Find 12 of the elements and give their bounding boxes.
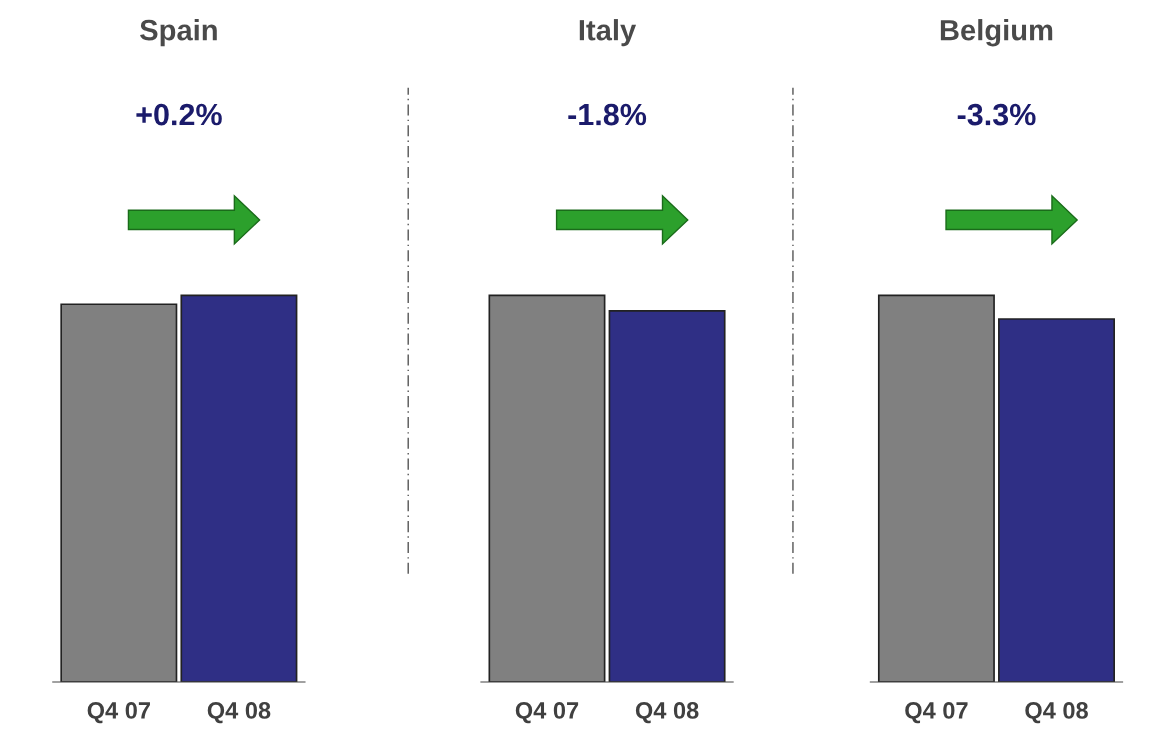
chart-title: Spain: [140, 19, 217, 47]
text: -1.8%: [568, 103, 647, 126]
chart-title: Belgium: [940, 19, 1053, 47]
x-tick-label: Q4 08: [635, 702, 699, 724]
text: +0.2%: [136, 103, 222, 126]
x-tick-label: Q4 08: [1025, 702, 1088, 724]
x-tick-label: Q4 07: [905, 702, 968, 724]
x-tick-label: Q4 08: [207, 702, 271, 724]
text: -3.3%: [957, 103, 1036, 126]
x-tick-label: Q4 07: [87, 702, 150, 724]
x-tick-label: Q4 07: [515, 702, 579, 724]
chart-title: Italy: [579, 19, 637, 47]
